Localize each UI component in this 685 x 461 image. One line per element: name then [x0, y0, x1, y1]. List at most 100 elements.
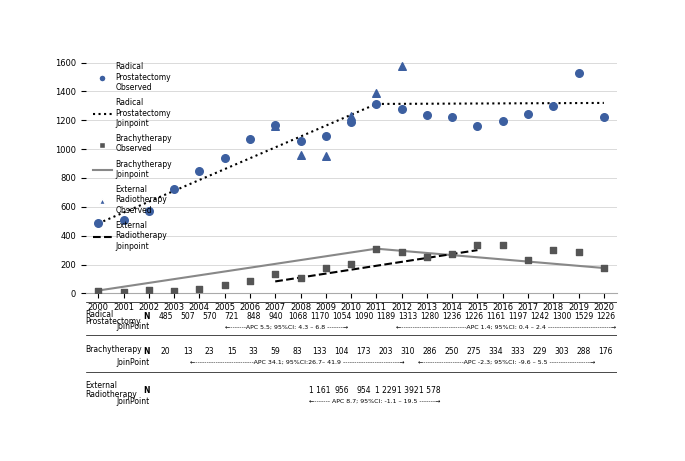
Point: [295, 152, 306, 159]
Text: 310: 310: [400, 347, 415, 356]
Text: 334: 334: [488, 347, 503, 356]
Point: [599, 264, 610, 272]
Text: JoinPoint: JoinPoint: [116, 322, 149, 331]
Text: 133: 133: [312, 347, 327, 356]
Text: ←-------APC 5.5; 95%CI: 4.3 – 6.8 -------→: ←-------APC 5.5; 95%CI: 4.3 – 6.8 ------…: [225, 325, 348, 330]
Text: 1 392: 1 392: [397, 386, 419, 396]
Point: [169, 186, 179, 193]
Point: [573, 248, 584, 255]
Point: [295, 138, 306, 145]
Text: 1226: 1226: [596, 312, 615, 321]
Text: 721: 721: [225, 312, 239, 321]
Point: [270, 122, 281, 130]
Text: 1242: 1242: [530, 312, 549, 321]
Text: 1197: 1197: [508, 312, 527, 321]
Legend: Radical
Prostatectomy
Observed, Radical
Prostatectomy
Joinpoint, Brachytherapy
O: Radical Prostatectomy Observed, Radical …: [90, 59, 175, 254]
Text: 20: 20: [161, 347, 171, 356]
Text: 1313: 1313: [398, 312, 417, 321]
Point: [245, 278, 256, 285]
Point: [245, 136, 256, 143]
Text: 303: 303: [554, 347, 569, 356]
Text: External: External: [86, 381, 118, 390]
Text: JoinPoint: JoinPoint: [116, 358, 149, 367]
Text: Radical: Radical: [86, 310, 114, 319]
Text: 1 578: 1 578: [419, 386, 440, 396]
Point: [421, 254, 432, 261]
Point: [321, 132, 332, 140]
Point: [321, 152, 332, 160]
Text: 507: 507: [180, 312, 195, 321]
Text: 1529: 1529: [574, 312, 593, 321]
Point: [548, 102, 559, 110]
Point: [143, 286, 154, 294]
Text: 1300: 1300: [552, 312, 571, 321]
Text: Radiotherapy: Radiotherapy: [86, 390, 138, 399]
Text: 333: 333: [510, 347, 525, 356]
Text: 23: 23: [205, 347, 214, 356]
Point: [371, 100, 382, 107]
Point: [573, 69, 584, 77]
Text: 1 229: 1 229: [375, 386, 397, 396]
Text: 956: 956: [334, 386, 349, 396]
Point: [472, 242, 483, 249]
Text: 288: 288: [576, 347, 590, 356]
Text: 570: 570: [202, 312, 217, 321]
Text: 15: 15: [227, 347, 236, 356]
Point: [497, 242, 508, 249]
Text: 1054: 1054: [332, 312, 351, 321]
Text: 954: 954: [356, 386, 371, 396]
Text: 940: 940: [269, 312, 283, 321]
Point: [447, 113, 458, 120]
Text: 1161: 1161: [486, 312, 505, 321]
Point: [219, 281, 230, 289]
Text: JoinPoint: JoinPoint: [116, 397, 149, 406]
Text: 1280: 1280: [420, 312, 439, 321]
Point: [548, 246, 559, 254]
Point: [169, 288, 179, 295]
Text: 176: 176: [598, 347, 613, 356]
Text: 173: 173: [356, 347, 371, 356]
Point: [118, 217, 129, 224]
Text: 104: 104: [334, 347, 349, 356]
Text: 1236: 1236: [442, 312, 461, 321]
Text: N: N: [143, 347, 149, 356]
Text: 250: 250: [445, 347, 459, 356]
Point: [371, 245, 382, 252]
Text: 275: 275: [466, 347, 481, 356]
Point: [345, 260, 356, 268]
Text: ←------- APC 8.7; 95%CI: -1.1 – 19.5 -------→: ←------- APC 8.7; 95%CI: -1.1 – 19.5 ---…: [309, 399, 440, 404]
Text: Prostatectomy: Prostatectomy: [86, 317, 141, 326]
Point: [523, 257, 534, 264]
Text: 1068: 1068: [288, 312, 307, 321]
Text: 33: 33: [249, 347, 258, 356]
Point: [345, 118, 356, 125]
Text: 229: 229: [532, 347, 547, 356]
Text: 13: 13: [183, 347, 192, 356]
Point: [143, 207, 154, 215]
Text: 1226: 1226: [464, 312, 483, 321]
Point: [92, 287, 103, 294]
Text: ←------------------APC -2.3; 95%CI: -9.6 – 5.5 ------------------→: ←------------------APC -2.3; 95%CI: -9.6…: [418, 360, 595, 365]
Text: N: N: [143, 386, 149, 396]
Point: [421, 112, 432, 119]
Text: 286: 286: [423, 347, 437, 356]
Text: 1 161: 1 161: [309, 386, 330, 396]
Text: 848: 848: [247, 312, 261, 321]
Point: [194, 285, 205, 292]
Text: 83: 83: [292, 347, 302, 356]
Point: [295, 275, 306, 282]
Text: 1090: 1090: [354, 312, 373, 321]
Point: [219, 154, 230, 161]
Point: [371, 89, 382, 96]
Point: [472, 122, 483, 130]
Point: [270, 121, 281, 128]
Text: ←-----------------------------APC 1.4; 95%CI: 0.4 – 2.4 ------------------------: ←-----------------------------APC 1.4; 9…: [397, 325, 616, 330]
Point: [396, 62, 407, 70]
Point: [92, 220, 103, 227]
Text: 485: 485: [158, 312, 173, 321]
Point: [599, 113, 610, 120]
Point: [497, 117, 508, 124]
Point: [523, 111, 534, 118]
Point: [447, 250, 458, 257]
Point: [396, 248, 407, 256]
